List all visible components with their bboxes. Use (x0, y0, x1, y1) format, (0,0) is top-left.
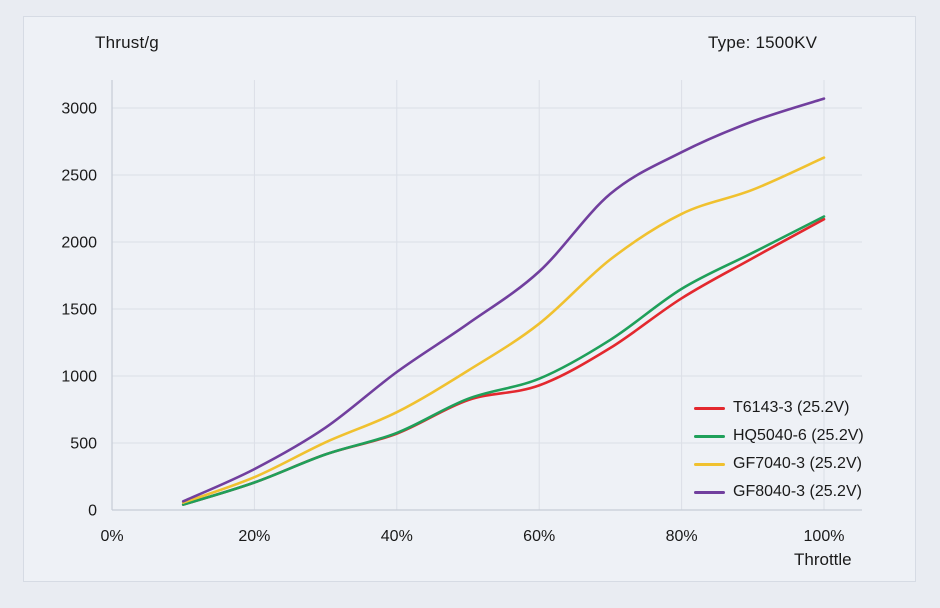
legend-swatch (694, 462, 725, 466)
legend-label: HQ5040-6 (25.2V) (733, 427, 864, 444)
x-tick-label: 80% (666, 528, 698, 545)
legend-label: GF8040-3 (25.2V) (733, 483, 862, 500)
y-tick-label: 1500 (61, 302, 97, 319)
legend-swatch (694, 406, 725, 410)
motor-type-label: Type: 1500KV (708, 33, 818, 52)
y-tick-label: 500 (70, 436, 97, 453)
x-axis-title: Throttle (794, 550, 852, 569)
legend-swatch (694, 434, 725, 438)
chart-panel (23, 16, 916, 582)
legend: T6143-3 (25.2V) HQ5040-6 (25.2V) GF7040-3 … (694, 394, 864, 506)
x-tick-label: 60% (523, 528, 555, 545)
legend-item-gf8040-3: GF8040-3 (25.2V) (694, 478, 864, 506)
y-tick-label: 0 (88, 503, 97, 520)
legend-swatch (694, 490, 725, 494)
x-tick-label: 0% (100, 528, 123, 545)
y-tick-label: 2000 (61, 235, 97, 252)
x-tick-label: 40% (381, 528, 413, 545)
legend-item-hq5040-6: HQ5040-6 (25.2V) (694, 422, 864, 450)
y-tick-label: 2500 (61, 168, 97, 185)
legend-label: GF7040-3 (25.2V) (733, 455, 862, 472)
y-axis-title: Thrust/g (95, 33, 159, 52)
x-tick-label: 20% (238, 528, 270, 545)
y-tick-label: 1000 (61, 369, 97, 386)
legend-label: T6143-3 (25.2V) (733, 399, 850, 416)
series-line-hq5040-6 (181, 215, 826, 506)
x-tick-label: 100% (804, 528, 845, 545)
legend-item-gf7040-3: GF7040-3 (25.2V) (694, 450, 864, 478)
series-line-gf7040-3 (181, 156, 826, 504)
y-tick-label: 3000 (61, 101, 97, 118)
legend-item-t6143-3: T6143-3 (25.2V) (694, 394, 864, 422)
series-line-gf8040-3 (181, 97, 826, 503)
